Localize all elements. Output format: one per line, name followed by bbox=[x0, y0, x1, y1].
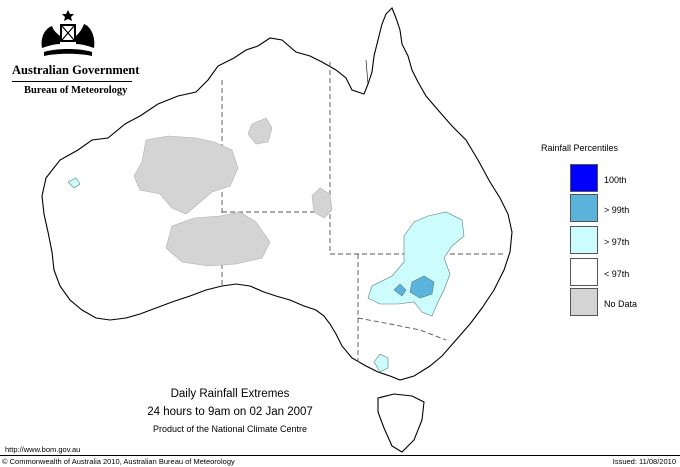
no-data-areas bbox=[133, 117, 333, 267]
legend-swatch-no-data bbox=[570, 288, 598, 316]
bom-website-link[interactable]: http://www.bom.gov.au bbox=[5, 445, 81, 454]
legend-label-gt97: > 97th bbox=[604, 237, 630, 247]
rainfall-areas bbox=[67, 177, 465, 373]
map-title: Daily Rainfall Extremes bbox=[170, 388, 290, 400]
footer-divider bbox=[0, 455, 680, 456]
gt99-nsw-patch-east bbox=[409, 275, 435, 299]
tasmania-outline bbox=[377, 393, 425, 453]
legend-swatch-lt97 bbox=[570, 258, 598, 286]
gt97-southwest-qld-nsw bbox=[367, 211, 465, 317]
gt97-wa-coast bbox=[67, 177, 81, 189]
legend-swatch-100th bbox=[570, 164, 598, 192]
coat-of-arms-icon bbox=[41, 10, 95, 56]
legend-swatch-gt97 bbox=[570, 226, 598, 254]
issued-date: Issued: 11/08/2010 bbox=[612, 457, 676, 466]
gulf-edge bbox=[365, 59, 369, 85]
no-data-nt-south bbox=[311, 187, 333, 219]
legend-swatch-gt99 bbox=[570, 194, 598, 222]
bureau-title: Bureau of Meteorology bbox=[24, 85, 128, 96]
gt97-victoria bbox=[373, 353, 389, 373]
legend-label-gt99: > 99th bbox=[604, 205, 630, 215]
border-nsw-vic bbox=[357, 317, 447, 341]
copyright-notice: © Commonwealth of Australia 2010, Austra… bbox=[2, 457, 235, 466]
legend-label-100th: 100th bbox=[604, 175, 627, 185]
branding-divider bbox=[12, 81, 132, 82]
government-title: Australian Government bbox=[12, 63, 140, 77]
legend-label-no-data: No Data bbox=[604, 299, 638, 309]
gt99-nsw-patch-west bbox=[393, 283, 407, 297]
legend-label-lt97: < 97th bbox=[604, 269, 630, 279]
map-credit: Product of the National Climate Centre bbox=[152, 424, 308, 434]
no-data-pilbara-interior bbox=[133, 135, 239, 215]
legend-title: Rainfall Percentiles bbox=[541, 143, 619, 153]
no-data-nt-north bbox=[247, 117, 273, 145]
map-period: 24 hours to 9am on 02 Jan 2007 bbox=[147, 406, 313, 418]
no-data-gibson-desert bbox=[165, 211, 271, 267]
